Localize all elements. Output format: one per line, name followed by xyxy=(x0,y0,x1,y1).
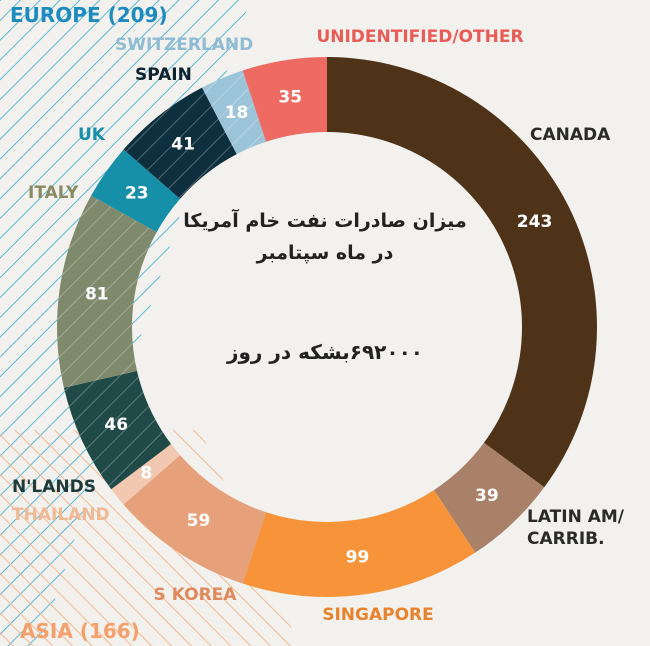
value-label-italy: 81 xyxy=(85,284,109,304)
slice-singapore xyxy=(242,489,476,597)
slice-thailand xyxy=(111,444,181,505)
group-label-europe: EUROPE (209) xyxy=(10,3,168,27)
category-label-latin-am-carrib: LATIN AM/CARRIB. xyxy=(527,507,625,549)
slice-hatch-switzerland xyxy=(202,70,267,155)
title-line-2: در ماه سپتامبر xyxy=(256,242,394,264)
category-label-switzerland: SWITZERLAND xyxy=(115,35,253,55)
group-label-asia: ASIA (166) xyxy=(20,619,140,643)
value-label-thailand: 8 xyxy=(140,463,152,483)
slice-canada xyxy=(327,57,597,488)
category-label-unidentified-other: UNIDENTIFIED/OTHER xyxy=(316,27,523,47)
value-label-uk: 23 xyxy=(125,183,149,203)
slice-unidentified-other xyxy=(242,57,327,142)
value-label-s-korea: 59 xyxy=(187,511,211,531)
category-label-singapore: SINGAPORE xyxy=(322,605,434,625)
value-label-latin-am-carrib: 39 xyxy=(475,486,499,506)
total-label: ۶۹۲۰۰۰بشکه در روز xyxy=(226,340,424,364)
value-label-n-lands: 46 xyxy=(104,415,128,435)
category-label-italy: ITALY xyxy=(28,183,79,203)
asia-hatch-area xyxy=(0,430,300,646)
category-label-s-korea: S KOREA xyxy=(154,585,238,605)
center-title: میزان صادرات نفت خام آمریکا در ماه سپتام… xyxy=(150,205,500,269)
category-label-spain: SPAIN xyxy=(135,65,192,85)
slice-latin-am-carrib xyxy=(434,442,545,553)
category-label-n-lands: N'LANDS xyxy=(12,477,96,497)
slice-s-korea xyxy=(123,455,267,584)
category-label-uk: UK xyxy=(78,125,106,145)
slice-hatch-n-lands xyxy=(63,370,172,490)
value-label-switzerland: 18 xyxy=(225,103,249,123)
title-line-1: میزان صادرات نفت خام آمریکا xyxy=(183,210,467,232)
value-label-singapore: 99 xyxy=(346,547,370,567)
slice-hatch-spain xyxy=(123,87,237,199)
slice-hatch-italy xyxy=(56,195,157,388)
value-label-spain: 41 xyxy=(171,134,195,154)
value-label-unidentified-other: 35 xyxy=(278,87,302,107)
category-label-thailand: THAILAND xyxy=(12,505,110,525)
category-label-canada: CANADA xyxy=(530,125,611,145)
slice-uk xyxy=(91,149,181,233)
value-label-canada: 243 xyxy=(517,212,553,232)
